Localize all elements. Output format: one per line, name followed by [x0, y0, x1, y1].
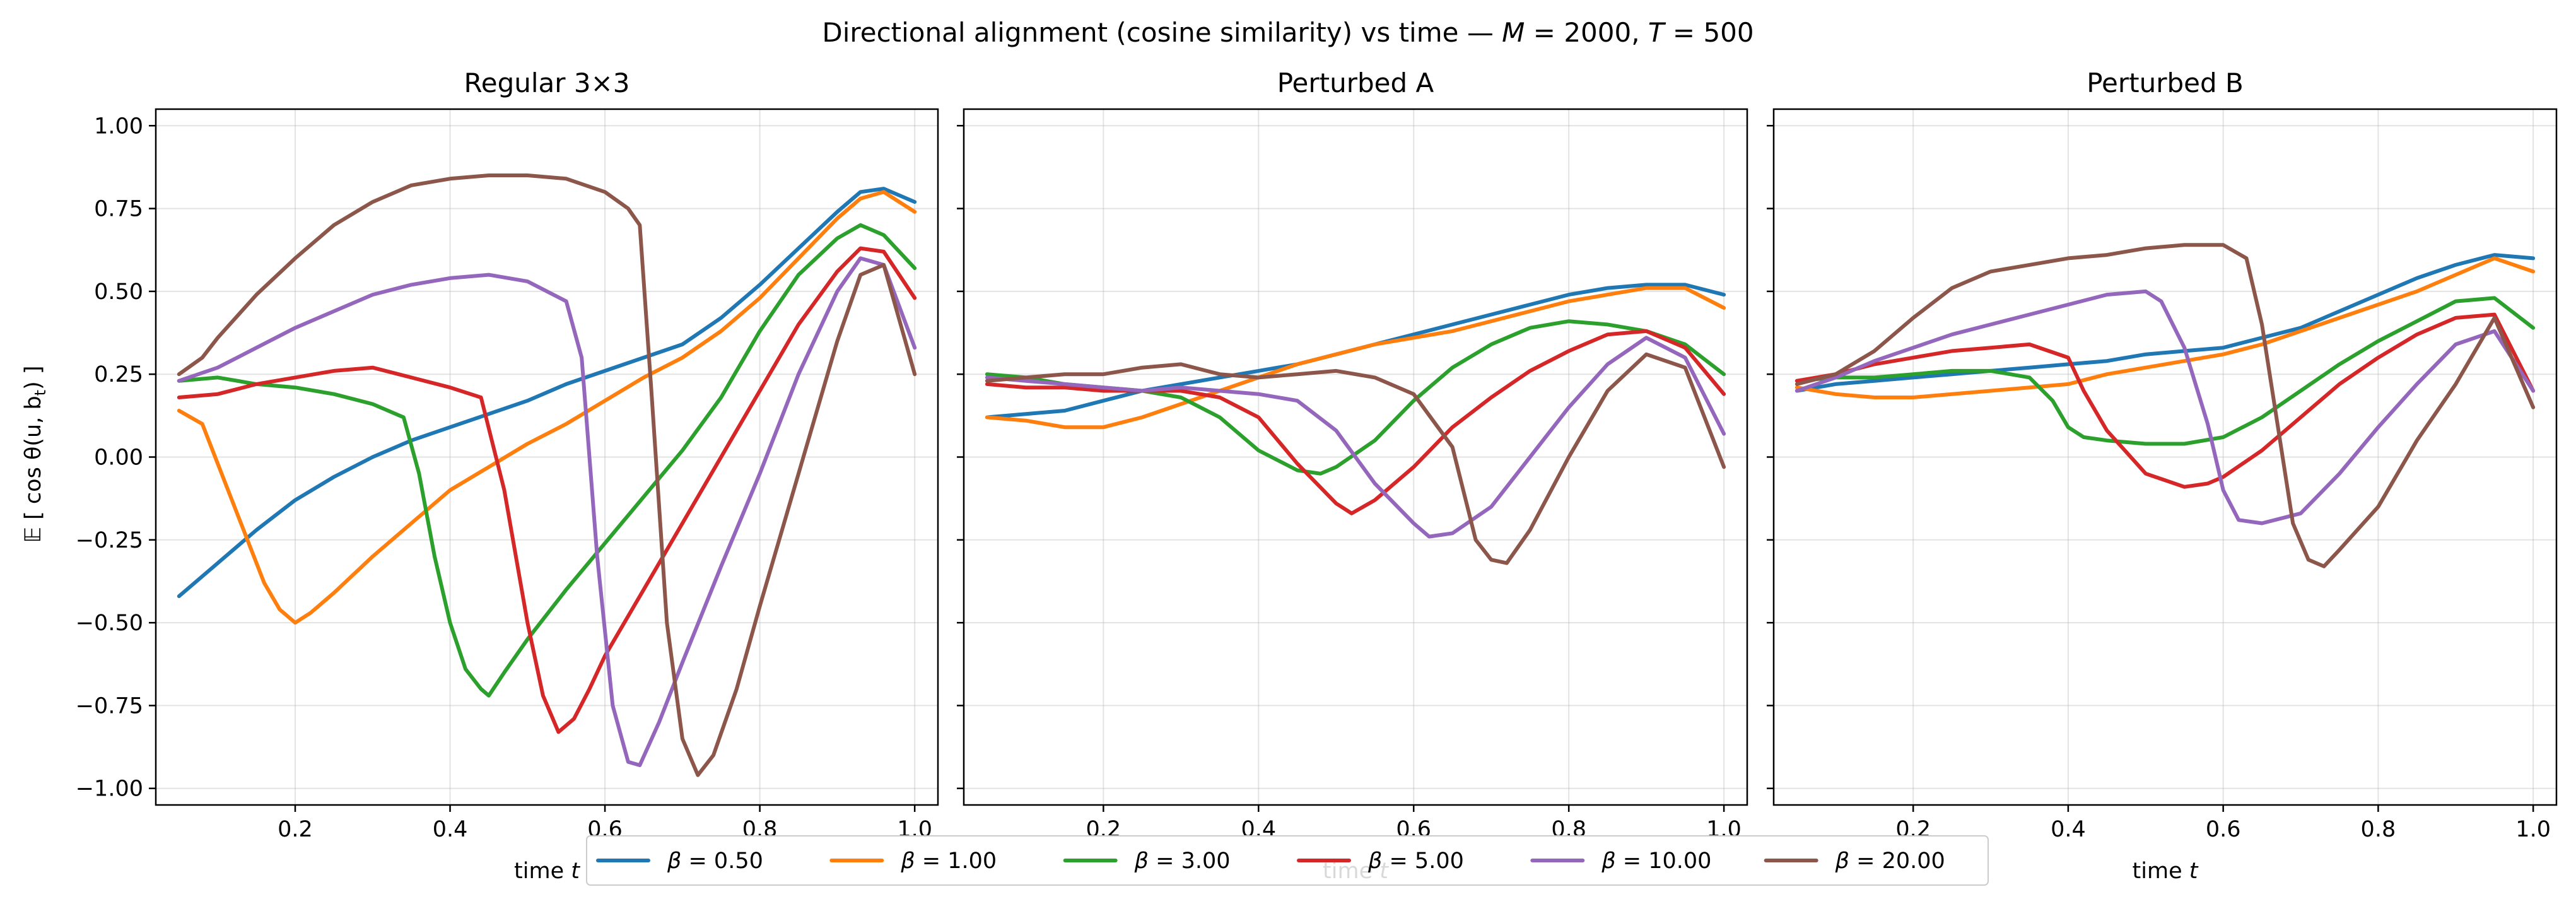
panel-title: Perturbed B	[2087, 68, 2244, 98]
y-tick-label: −0.25	[76, 528, 143, 553]
legend-label: β = 1.00	[900, 848, 997, 874]
panel-1: 0.2 0.4 0.6 0.8 1.01.000.750.500.250.00−0.25…	[76, 68, 939, 884]
title-m-value: = 2000,	[1525, 17, 1648, 48]
x-axis-label-text: time	[514, 859, 571, 884]
series-line	[177, 190, 917, 625]
series-line	[177, 246, 917, 734]
x-tick-label: 0.4	[2051, 817, 2086, 842]
legend: β = 0.50 β = 1.00 β = 3.00 β = 5.00 β = 10.0…	[586, 835, 1989, 886]
plot-frame	[155, 108, 939, 806]
y-axis-label: 𝔼 [ cos θ(u, bt) ]	[21, 365, 49, 543]
x-axis-label: time t	[2133, 859, 2199, 884]
legend-item: β = 3.00	[1063, 848, 1231, 874]
legend-label: β = 3.00	[1134, 848, 1231, 874]
series-line	[1794, 243, 2536, 568]
title-t-value: = 500	[1665, 17, 1754, 48]
series-line	[985, 329, 1726, 515]
title-t-var: T	[1648, 17, 1666, 48]
legend-beta-value: = 5.00	[1382, 848, 1464, 874]
x-axis-label-text: time	[2133, 859, 2189, 884]
y-tick-label: −0.50	[76, 611, 143, 636]
x-tick-label: 1.0	[2515, 817, 2551, 842]
series-line	[985, 286, 1726, 430]
legend-beta-symbol: β	[667, 848, 681, 874]
y-tick-label: 0.75	[94, 197, 143, 222]
legend-item: β = 0.50	[596, 848, 763, 874]
legend-item: β = 20.00	[1764, 848, 1945, 874]
series-line	[1794, 296, 2536, 446]
series-line	[177, 256, 917, 767]
series-line	[985, 336, 1726, 539]
legend-beta-value: = 0.50	[681, 848, 763, 874]
y-tick-label: 0.50	[94, 279, 143, 305]
y-axis-label-main: 𝔼 [ cos θ(u, b	[21, 396, 46, 543]
series-line	[1794, 312, 2536, 489]
series-line	[177, 187, 917, 599]
x-tick-label: 0.2	[278, 817, 313, 842]
legend-beta-symbol: β	[900, 848, 915, 874]
plot-frame	[963, 108, 1748, 806]
legend-label: β = 5.00	[1367, 848, 1464, 874]
legend-beta-symbol: β	[1134, 848, 1149, 874]
series-line	[177, 173, 917, 777]
legend-beta-value: = 10.00	[1616, 848, 1712, 874]
series-line	[1794, 256, 2536, 399]
series-line	[985, 319, 1726, 476]
figure-title: Directional alignment (cosine similarity…	[822, 17, 1753, 48]
x-axis-label-var: t	[571, 859, 580, 884]
x-tick-label: 0.8	[2361, 817, 2396, 842]
y-tick-label: −1.00	[76, 777, 143, 802]
legend-item: β = 1.00	[829, 848, 997, 874]
x-tick-label: 0.6	[2206, 817, 2241, 842]
plot-frame	[1772, 108, 2558, 806]
panels: 0.2 0.4 0.6 0.8 1.0 1.00 0.75 0.50 0.25 0.00 −0.25…	[76, 68, 2558, 884]
series-line	[1794, 253, 2536, 393]
x-axis-label-var: t	[2189, 859, 2199, 884]
legend-item: β = 10.00	[1530, 848, 1711, 874]
legend-label: β = 10.00	[1601, 848, 1711, 874]
legend-beta-value: = 20.00	[1849, 848, 1945, 874]
legend-box	[586, 835, 1989, 886]
series-line	[177, 223, 917, 698]
legend-beta-value: = 3.00	[1149, 848, 1231, 874]
y-tick-label: 0.00	[94, 445, 143, 471]
legend-beta-symbol: β	[1367, 848, 1382, 874]
x-axis-label: time t	[514, 859, 580, 884]
legend-label: β = 0.50	[667, 848, 763, 874]
panel-title: Regular 3×3	[464, 68, 629, 98]
y-axis-label-end: ) ]	[21, 365, 46, 389]
series-line	[985, 352, 1726, 565]
legend-beta-symbol: β	[1601, 848, 1615, 874]
legend-beta-value: = 1.00	[915, 848, 997, 874]
x-tick-label: 0.4	[433, 817, 468, 842]
y-tick-label: 0.25	[94, 362, 143, 387]
title-m-var: M	[1502, 17, 1525, 48]
y-tick-label: 1.00	[94, 114, 143, 139]
title-prefix: Directional alignment (cosine similarity…	[822, 17, 1502, 48]
panel-title: Perturbed A	[1277, 68, 1434, 98]
legend-beta-symbol: β	[1835, 848, 1849, 874]
legend-label: β = 20.00	[1835, 848, 1945, 874]
y-axis-label-subscript: t	[32, 390, 49, 396]
series-line	[1794, 289, 2536, 525]
y-tick-label: −0.75	[76, 693, 143, 719]
legend-item: β = 5.00	[1297, 848, 1464, 874]
